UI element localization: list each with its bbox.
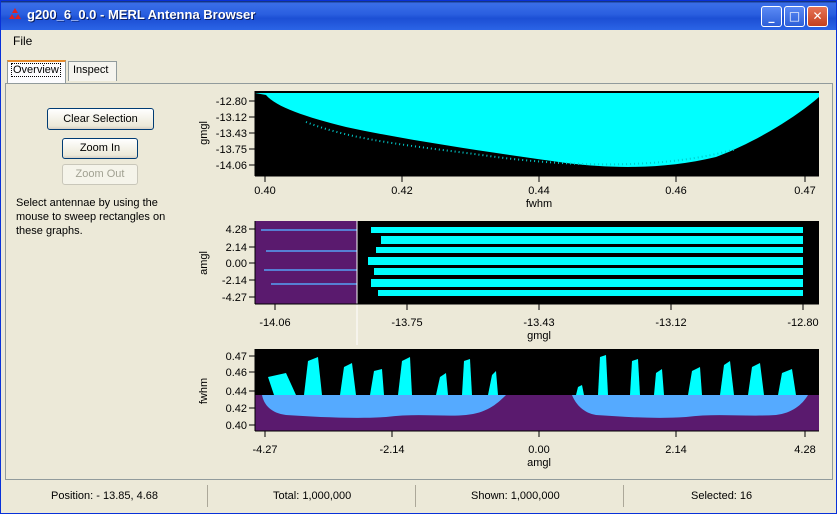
status-total: Total: 1,000,000 xyxy=(273,490,352,502)
plot-1-xtick: 0.42 xyxy=(391,185,412,197)
plot-2-selected-bands xyxy=(261,229,357,285)
plot-1-ytick: -12.80 xyxy=(216,96,247,108)
status-bar: Position: - 13.85, 4.68 Total: 1,000,000… xyxy=(1,482,836,512)
plot-3-xtick: 4.28 xyxy=(794,444,815,456)
plot-3-xtick: -4.27 xyxy=(252,444,277,456)
plot-1-xlabel: fwhm xyxy=(526,198,552,210)
plot-amgl-vs-gmgl[interactable]: 4.28 2.14 0.00 -2.14 -4.27 -14.06 -13.75… xyxy=(196,217,826,347)
plot-1-ytick: -13.12 xyxy=(216,112,247,124)
menu-file[interactable]: File xyxy=(13,34,33,48)
plot-3-ytick: 0.46 xyxy=(226,367,247,379)
plot-2-xtick: -14.06 xyxy=(259,317,290,329)
plot-2-ytick: 2.14 xyxy=(226,242,247,254)
plot-1-point-cloud xyxy=(255,93,819,167)
close-button[interactable]: ✕ xyxy=(807,6,828,27)
status-separator xyxy=(415,485,416,507)
status-shown: Shown: 1,000,000 xyxy=(471,490,560,502)
plot-2-point-bands xyxy=(368,227,803,296)
plot-1-xtick: 0.40 xyxy=(254,185,275,197)
plot-fwhm-vs-amgl[interactable]: 0.47 0.46 0.44 0.42 0.40 -4.27 -2.14 0.0… xyxy=(196,347,826,477)
plot-2-ytick: 4.28 xyxy=(226,224,247,236)
plot-1-xtick: 0.47 xyxy=(794,185,815,197)
zoom-out-button[interactable]: Zoom Out xyxy=(62,164,138,185)
zoom-in-button[interactable]: Zoom In xyxy=(62,138,138,159)
plot-2-ylabel: amgl xyxy=(198,251,210,275)
plot-3-spikes xyxy=(268,355,796,395)
plot-3-ytick: 0.47 xyxy=(226,351,247,363)
menu-bar: File xyxy=(1,31,836,51)
plot-3-selected-blobs xyxy=(262,395,808,418)
merl-logo-icon xyxy=(9,8,21,19)
plot-1-xtick: 0.44 xyxy=(528,185,549,197)
status-selected: Selected: 16 xyxy=(691,490,753,502)
plot-2-ytick: -4.27 xyxy=(222,292,247,304)
plot-2-ytick: 0.00 xyxy=(226,258,247,270)
minimize-button[interactable]: _ xyxy=(761,6,782,27)
plot-2-xtick: -13.75 xyxy=(391,317,422,329)
maximize-button[interactable]: □ xyxy=(784,6,805,27)
plot-3-ytick: 0.40 xyxy=(226,420,247,432)
plot-2-selection-rect[interactable] xyxy=(255,221,357,304)
plot-1-ytick: -14.06 xyxy=(216,160,247,172)
plot-3-ytick: 0.44 xyxy=(226,386,247,398)
plot-3-xlabel: amgl xyxy=(527,457,551,469)
clear-selection-button[interactable]: Clear Selection xyxy=(47,108,154,130)
plot-2-xtick: -13.12 xyxy=(655,317,686,329)
plot-2-xtick: -12.80 xyxy=(787,317,818,329)
plot-1-ytick: -13.75 xyxy=(216,144,247,156)
instructions-text: Select antennae by using the mouse to sw… xyxy=(16,197,166,237)
plot-1-ytick: -13.43 xyxy=(216,128,247,140)
plot-3-xtick: 2.14 xyxy=(665,444,686,456)
title-bar[interactable]: g200_6_0.0 - MERL Antenna Browser _ □ ✕ xyxy=(1,1,836,30)
plot-1-scatter-edge xyxy=(305,121,737,166)
status-separator xyxy=(207,485,208,507)
plot-3-ytick: 0.42 xyxy=(226,403,247,415)
tab-overview-label: Overview xyxy=(11,63,61,77)
plot-gmgl-vs-fwhm[interactable]: -12.80 -13.12 -13.43 -13.75 -14.06 0.40 … xyxy=(196,87,826,217)
plot-3-xtick: 0.00 xyxy=(528,444,549,456)
window-title: g200_6_0.0 - MERL Antenna Browser xyxy=(27,7,256,22)
plot-1-ylabel: gmgl xyxy=(198,121,210,145)
plot-2-xtick: -13.43 xyxy=(523,317,554,329)
plot-2-ytick: -2.14 xyxy=(222,275,247,287)
plot-1-xtick: 0.46 xyxy=(665,185,686,197)
tab-inspect-label: Inspect xyxy=(73,64,109,76)
status-separator xyxy=(623,485,624,507)
status-position: Position: - 13.85, 4.68 xyxy=(51,490,159,502)
plot-3-xtick: -2.14 xyxy=(379,444,404,456)
plot-3-ylabel: fwhm xyxy=(198,378,210,404)
tab-inspect[interactable]: Inspect xyxy=(68,61,117,81)
plot-2-xlabel: gmgl xyxy=(527,330,551,342)
tab-overview[interactable]: Overview xyxy=(7,60,66,83)
